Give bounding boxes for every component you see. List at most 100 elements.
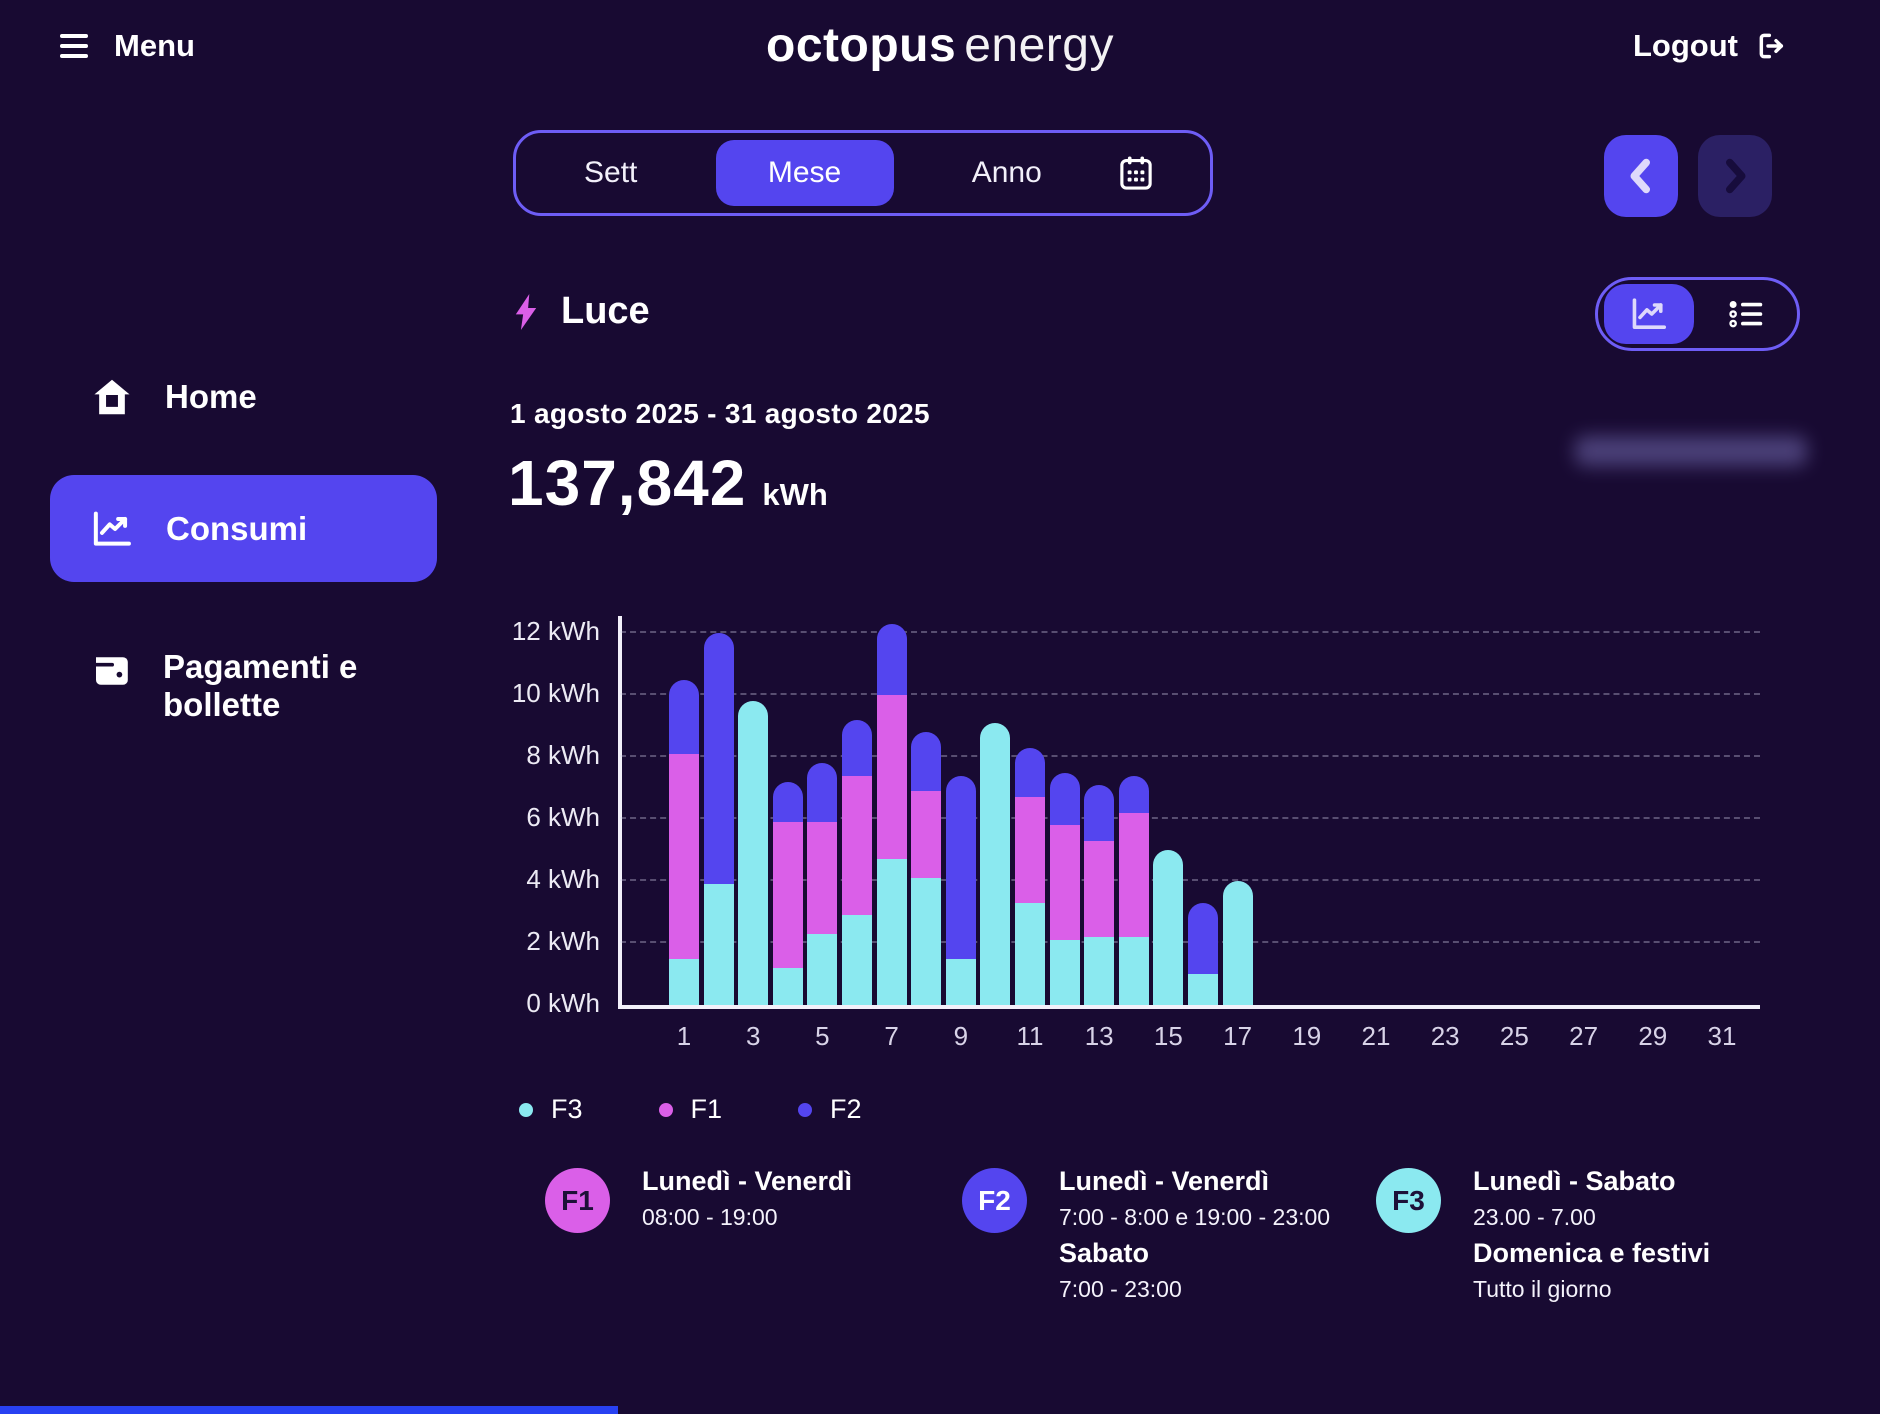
chevron-left-icon (1623, 154, 1659, 198)
chart-view-icon (1631, 298, 1667, 330)
bar-day-4[interactable] (772, 781, 803, 1005)
y-axis-label-10: 10 kWh (511, 678, 600, 708)
y-axis-line (618, 616, 622, 1005)
bar-segment-f2-day-14 (1118, 775, 1149, 813)
bar-day-17[interactable] (1222, 881, 1253, 1005)
bar-segment-f1-day-12 (1049, 825, 1080, 940)
bar-segment-f3-day-7 (876, 859, 907, 1005)
bar-segment-f2-day-16 (1188, 902, 1218, 974)
logout-button[interactable]: Logout (1633, 28, 1788, 64)
bar-segment-f1-day-14 (1118, 812, 1149, 937)
bar-segment-f3-day-5 (807, 933, 838, 1005)
bar-day-5[interactable] (807, 763, 838, 1005)
bar-segment-f3-day-15 (1153, 850, 1184, 1005)
list-view-button[interactable] (1694, 299, 1797, 329)
bar-segment-f1-day-13 (1084, 840, 1115, 937)
x-axis-label-29: 29 (1638, 1021, 1668, 1051)
tab-sett[interactable]: Sett (584, 156, 638, 189)
tab-mese-active[interactable]: Mese (715, 140, 894, 206)
bar-segment-f3-day-17 (1222, 881, 1253, 1005)
bar-segment-f2-day-11 (1015, 747, 1045, 798)
bar-segment-f3-day-16 (1188, 974, 1218, 1005)
tariff-line: Lunedì - Venerdì (1059, 1166, 1270, 1196)
next-period-button[interactable] (1698, 135, 1772, 217)
tariff-group-f1: F1 Lunedì - Venerdì 08:00 - 19:00 (545, 1163, 852, 1235)
y-axis-label-2: 2 kWh (526, 926, 600, 956)
chart-view-button[interactable] (1604, 284, 1694, 344)
menu-button[interactable]: Menu (60, 28, 195, 64)
legend-label-f2: F2 (830, 1094, 862, 1124)
bar-segment-f3-day-8 (911, 877, 942, 1005)
chevron-right-icon (1717, 154, 1753, 198)
bar-day-7[interactable] (876, 623, 907, 1005)
home-icon (93, 379, 131, 415)
y-axis-label-8: 8 kWh (526, 740, 600, 770)
x-axis-line (618, 1005, 1760, 1009)
sidebar-item-pagamenti[interactable]: Pagamenti e bollette (93, 648, 413, 724)
bar-day-15[interactable] (1153, 850, 1184, 1005)
sidebar-label-home: Home (165, 378, 257, 415)
bar-day-1[interactable] (669, 679, 699, 1005)
chart-legend: F3 F1 F2 (519, 1094, 862, 1125)
bar-segment-f3-day-6 (842, 915, 872, 1005)
tab-anno[interactable]: Anno (971, 156, 1042, 189)
legend-item-f2: F2 (798, 1094, 862, 1125)
date-range: 1 agosto 2025 - 31 agosto 2025 (510, 398, 930, 429)
gridline-10kwh (620, 693, 1760, 695)
bar-day-14[interactable] (1118, 775, 1149, 1005)
bar-day-9[interactable] (945, 775, 976, 1005)
previous-period-button[interactable] (1604, 135, 1678, 217)
bar-segment-f2-day-13 (1084, 784, 1115, 841)
view-toggle (1595, 277, 1800, 351)
bar-segment-f3-day-2 (703, 884, 734, 1005)
legend-dot-f1 (658, 1102, 673, 1117)
lightning-bolt-icon (513, 293, 539, 330)
x-axis-label-25: 25 (1499, 1021, 1529, 1051)
x-axis-label-17: 17 (1223, 1021, 1253, 1051)
logout-label: Logout (1632, 28, 1738, 63)
bar-segment-f1-day-6 (842, 775, 872, 916)
y-axis-label-12: 12 kWh (511, 616, 600, 646)
bar-segment-f2-day-12 (1049, 772, 1080, 826)
sidebar-item-consumi[interactable]: Consumi (50, 475, 437, 582)
bottom-page-strip (0, 1406, 618, 1414)
bar-day-10[interactable] (980, 722, 1011, 1005)
x-axis-label-21: 21 (1361, 1021, 1391, 1051)
bar-segment-f3-day-12 (1049, 939, 1080, 1005)
tariff-badge-f1: F1 (545, 1168, 610, 1233)
tariff-line: Lunedì - Venerdì (642, 1166, 853, 1196)
calendar-icon[interactable] (1120, 156, 1152, 190)
bar-day-16[interactable] (1188, 902, 1218, 1005)
legend-dot-f3 (519, 1102, 533, 1117)
bar-day-3[interactable] (738, 701, 769, 1005)
bar-day-11[interactable] (1015, 747, 1045, 1005)
x-axis-label-5: 5 (815, 1021, 830, 1051)
x-axis-label-15: 15 (1153, 1021, 1183, 1051)
bar-day-6[interactable] (842, 719, 872, 1005)
tariff-group-f3: F3 Lunedì - Sabato 23.00 - 7.00 Domenica e … (1376, 1163, 1710, 1307)
tariff-badge-f3: F3 (1376, 1168, 1441, 1233)
tariff-line: 23.00 - 7.00 (1473, 1204, 1596, 1230)
bar-segment-f3-day-4 (772, 967, 803, 1005)
tariff-line: Tutto il giorno (1473, 1276, 1612, 1302)
bar-day-12[interactable] (1049, 772, 1080, 1005)
bar-segment-f2-day-7 (876, 623, 907, 696)
sidebar-item-home[interactable]: Home (93, 378, 257, 416)
hamburger-icon (60, 34, 88, 58)
bar-day-8[interactable] (911, 732, 942, 1005)
x-axis-label-9: 9 (953, 1021, 969, 1051)
legend-item-f1: F1 (658, 1094, 722, 1125)
y-axis-label-6: 6 kWh (526, 802, 600, 832)
bar-day-2[interactable] (703, 633, 734, 1005)
x-axis-label-11: 11 (1016, 1021, 1044, 1051)
tariff-line: 08:00 - 19:00 (642, 1204, 778, 1230)
bar-segment-f3-day-10 (980, 722, 1011, 1005)
bar-day-13[interactable] (1084, 784, 1115, 1005)
total-value: 137,842 (508, 447, 747, 519)
tariff-line: 7:00 - 8:00 e 19:00 - 23:00 (1059, 1204, 1331, 1230)
x-axis-label-7: 7 (884, 1021, 899, 1051)
gridline-6kwh (620, 817, 1760, 819)
bar-segment-f3-day-1 (669, 958, 699, 1005)
bar-segment-f2-day-8 (911, 732, 942, 792)
